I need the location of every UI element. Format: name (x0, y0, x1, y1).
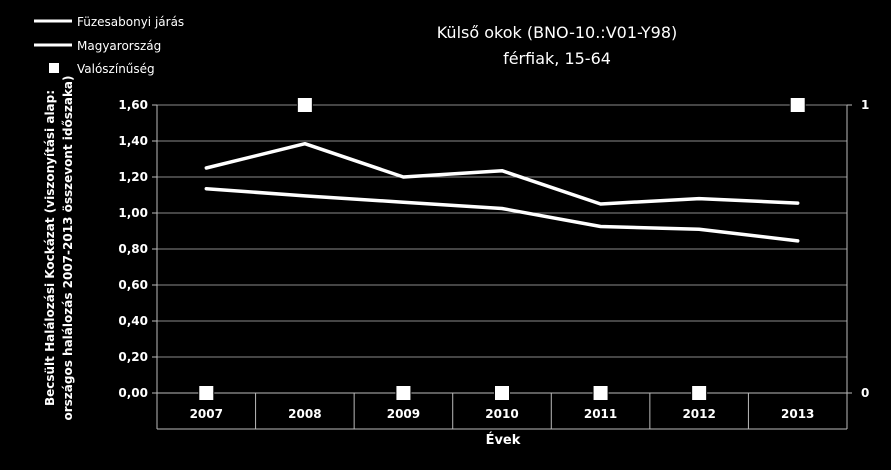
y-tick-label: 0,00 (118, 386, 148, 400)
legend-label-fuzesabonyi: Füzesabonyi járás (77, 15, 184, 29)
x-tick-label: 2011 (584, 407, 617, 421)
y2-tick-label: 0 (861, 386, 869, 400)
series-line-0 (204, 141, 800, 206)
y-tick-label: 1,60 (118, 98, 148, 112)
probability-marker (296, 97, 313, 113)
probability-marker (691, 385, 708, 401)
x-tick-label: 2007 (190, 407, 223, 421)
x-tick-label: 2012 (682, 407, 715, 421)
y-tick-label: 0,80 (118, 242, 148, 256)
y-axis-title-line1: Becsült Halálozási Kockázat (viszonyítás… (43, 90, 57, 406)
y-tick-label: 1,20 (118, 170, 148, 184)
y-axis-title-line2: országos halálozás 2007-2013 összevont i… (61, 75, 75, 420)
probability-marker (198, 385, 215, 401)
probability-marker (395, 385, 412, 401)
x-axis-title: Évek (486, 432, 521, 448)
y-tick-label: 0,60 (118, 278, 148, 292)
series-line-1 (204, 186, 800, 243)
x-tick-label: 2010 (485, 407, 518, 421)
y-tick-label: 0,20 (118, 350, 148, 364)
chart-subtitle: férfiak, 15-64 (503, 49, 611, 68)
x-tick-label: 2008 (288, 407, 321, 421)
grid (157, 104, 847, 358)
legend-label-magyarorszag: Magyarország (77, 39, 161, 53)
series-lines (204, 141, 800, 243)
legend: Füzesabonyi járás Magyarország Valószínű… (34, 15, 184, 76)
markers (198, 97, 806, 401)
tick-labels: 0,00 0,20 0,40 0,60 0,80 1,00 1,20 1,40 1,60 0 1 20… (118, 98, 869, 421)
y2-tick-label: 1 (861, 98, 869, 112)
probability-marker (592, 385, 609, 401)
legend-label-valoszinuseg: Valószínűség (77, 62, 155, 76)
y-tick-label: 0,40 (118, 314, 148, 328)
x-tick-label: 2009 (387, 407, 420, 421)
y-tick-label: 1,40 (118, 134, 148, 148)
legend-marker-valoszinuseg (49, 63, 59, 73)
chart-title: Külső okok (BNO-10.:V01-Y98) (437, 23, 678, 42)
probability-marker (789, 97, 806, 113)
y-tick-label: 1,00 (118, 206, 148, 220)
x-tick-label: 2013 (781, 407, 814, 421)
y-axis-title: Becsült Halálozási Kockázat (viszonyítás… (43, 75, 75, 420)
probability-marker (494, 385, 510, 401)
axes (152, 104, 852, 430)
